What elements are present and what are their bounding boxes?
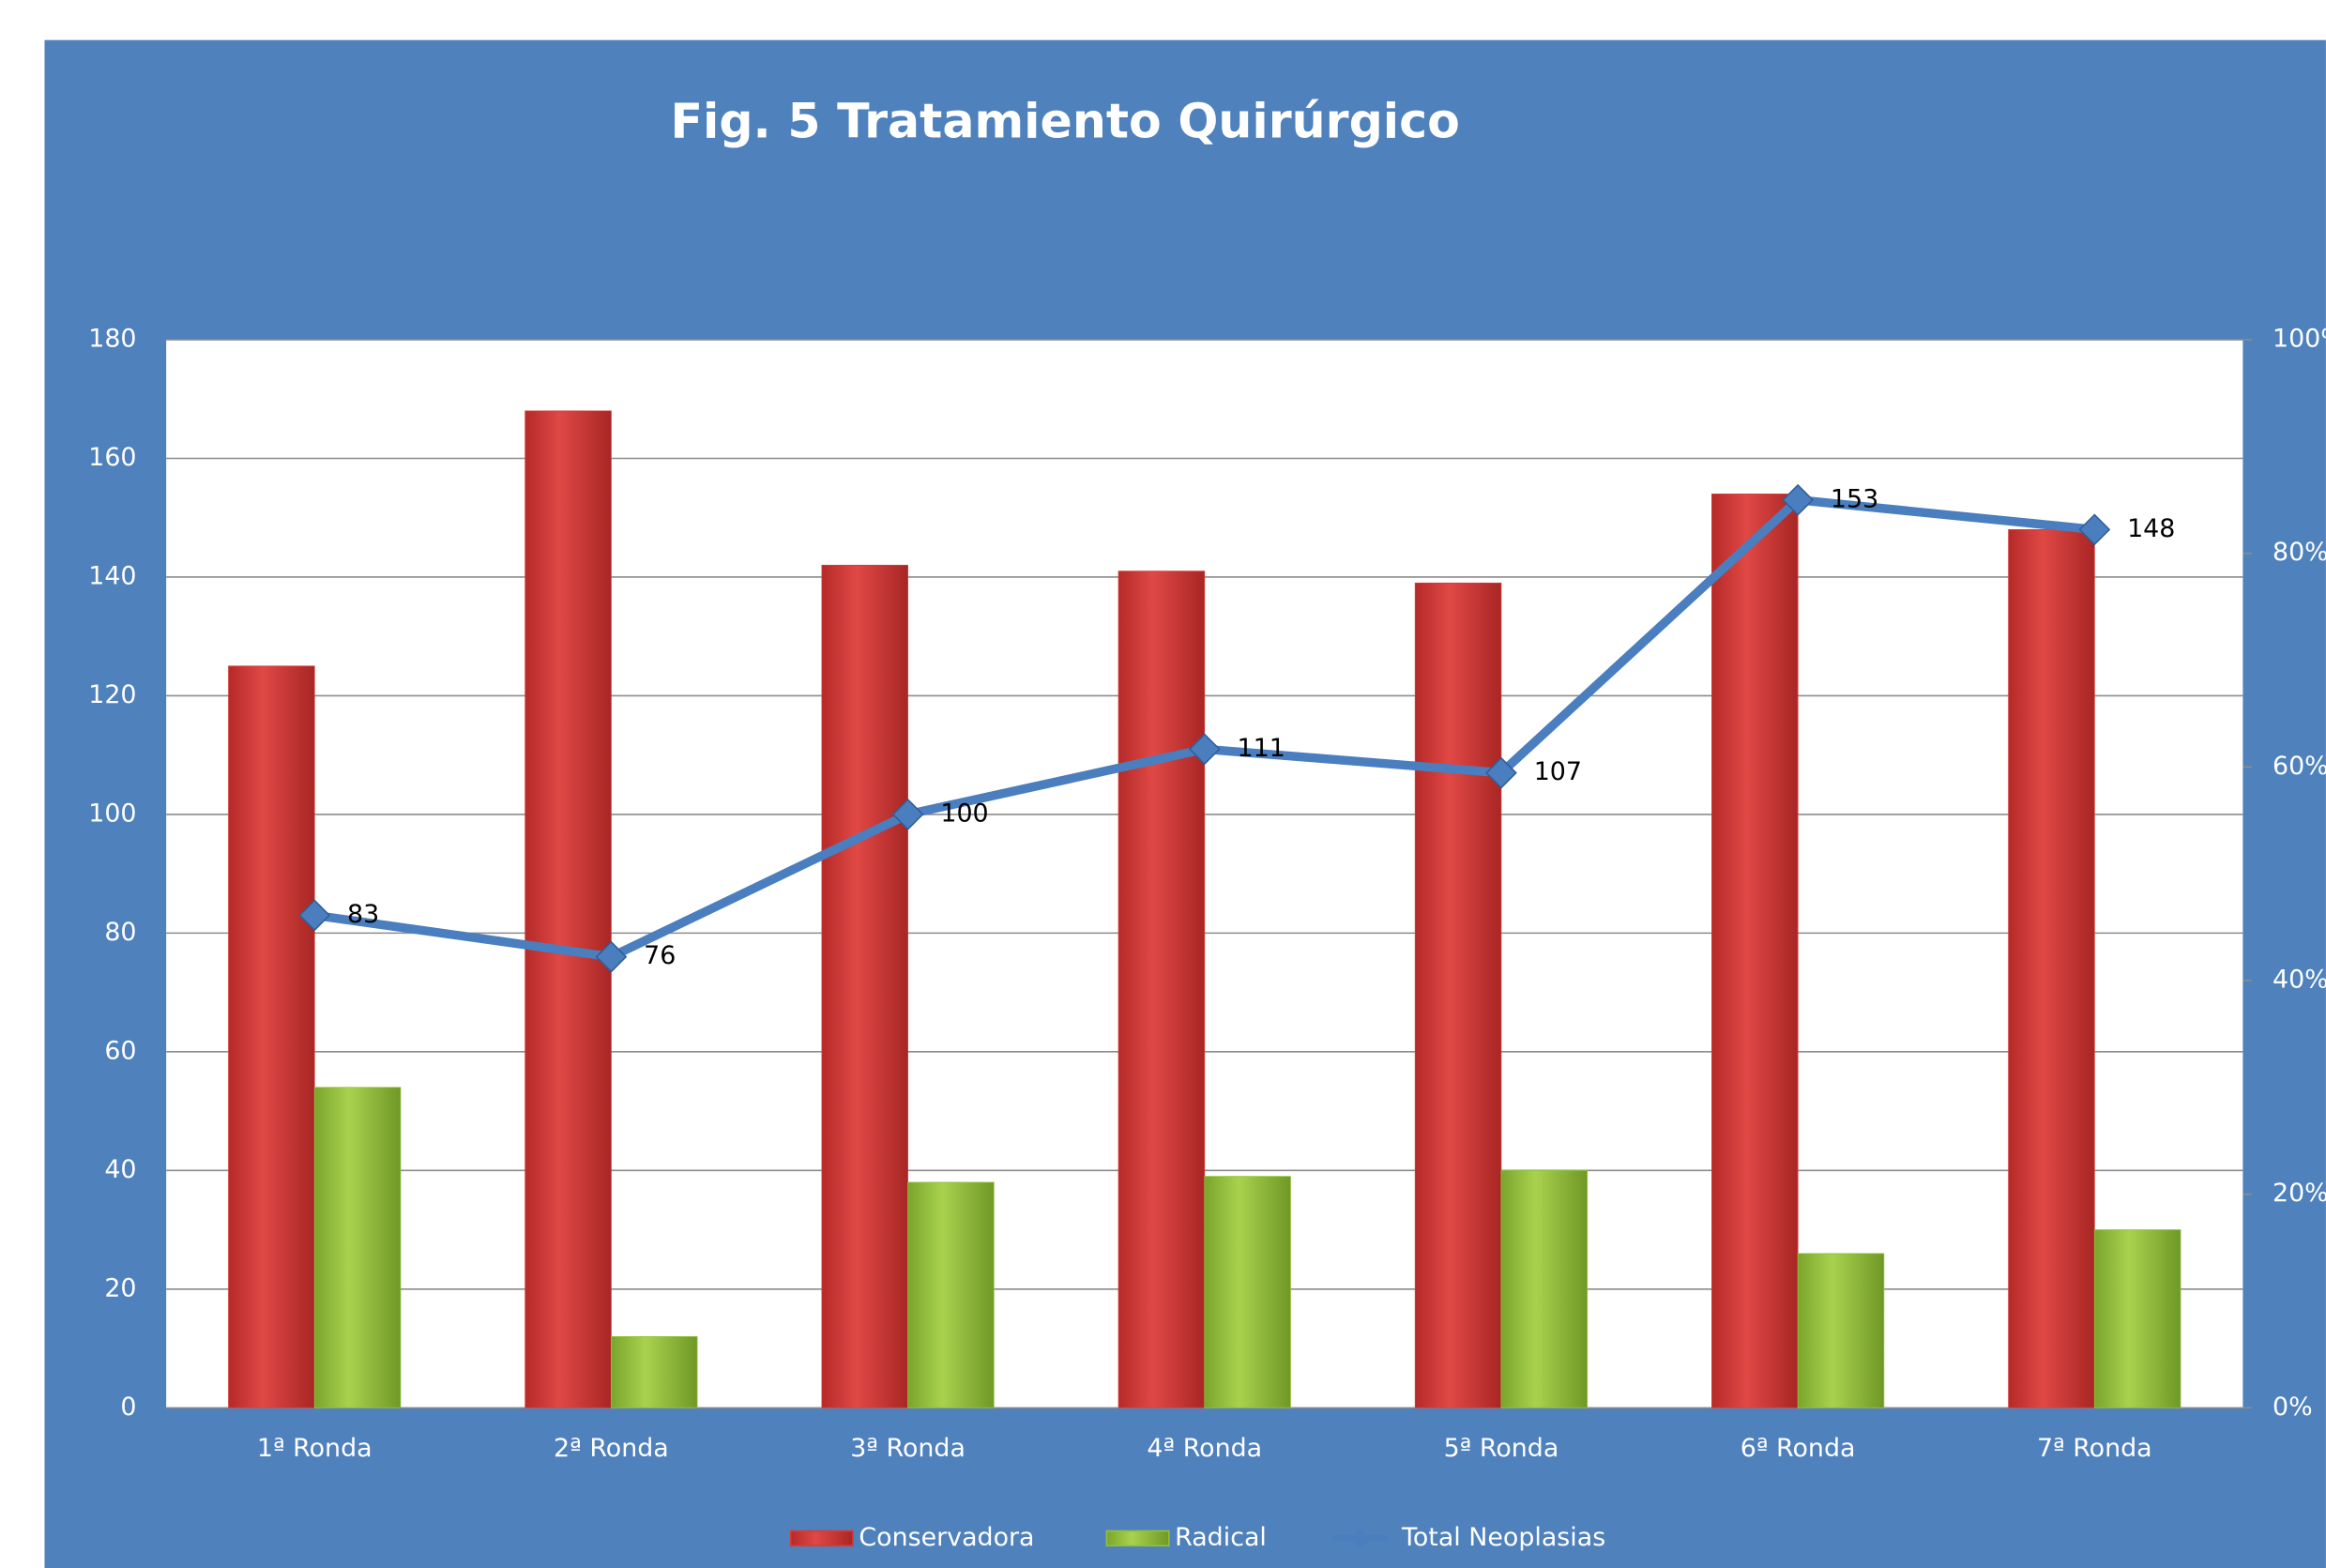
y-tick-label: 180: [88, 325, 136, 354]
line-marker: [1188, 733, 1221, 766]
x-tick-label: 3ª Ronda: [850, 1434, 965, 1463]
legend-label: Total Neoplasias: [1401, 1523, 1605, 1552]
x-tick-label: 5ª Ronda: [1444, 1434, 1559, 1463]
data-label: 148: [2127, 514, 2175, 543]
y2-tick-label: 60%: [2273, 752, 2326, 781]
bar: [2008, 528, 2095, 1408]
data-label: 153: [1831, 484, 1878, 513]
line-marker: [595, 940, 628, 973]
bar: [524, 410, 612, 1408]
chart-title: Fig. 5 Tratamiento Quirúrgico: [670, 93, 1459, 148]
line-marker: [298, 899, 331, 932]
y-tick-label: 0: [120, 1393, 136, 1422]
line-marker: [1485, 756, 1517, 789]
data-label: 100: [940, 799, 988, 828]
bar: [1414, 582, 1502, 1408]
y-tick-label: 40: [104, 1155, 136, 1184]
line-marker: [1782, 483, 1815, 516]
y2-tick-label: 80%: [2273, 538, 2326, 567]
bar: [907, 1181, 995, 1408]
y-tick-label: 100: [88, 799, 136, 828]
bar: [1500, 1169, 1589, 1408]
legend-swatch: [789, 1530, 854, 1547]
bar: [228, 665, 315, 1408]
legend-label: Radical: [1175, 1523, 1267, 1552]
x-tick-label: 1ª Ronda: [257, 1434, 372, 1463]
y2-tick-label: 20%: [2273, 1179, 2326, 1208]
y-tick-label: 20: [104, 1273, 136, 1302]
y-tick-label: 120: [88, 680, 136, 709]
legend-swatch: [1105, 1530, 1170, 1547]
data-label: 76: [644, 941, 676, 970]
bar: [1117, 571, 1206, 1408]
legend-label: Conservadora: [859, 1523, 1034, 1552]
y2-tick-label: 0%: [2273, 1393, 2313, 1422]
y-tick-label: 80: [104, 918, 136, 947]
bar: [611, 1335, 698, 1408]
bar: [821, 564, 908, 1408]
bar: [1711, 494, 1799, 1408]
y-tick-label: 140: [88, 561, 136, 590]
x-tick-label: 2ª Ronda: [554, 1434, 669, 1463]
y2-tick-label: 100%: [2273, 325, 2326, 354]
data-label: 83: [347, 900, 379, 929]
x-tick-label: 7ª Ronda: [2037, 1434, 2152, 1463]
bar: [2093, 1229, 2182, 1408]
x-tick-label: 6ª Ronda: [1741, 1434, 1856, 1463]
data-label: 107: [1534, 757, 1582, 786]
x-tick-label: 4ª Ronda: [1147, 1434, 1262, 1463]
line-marker: [2078, 513, 2111, 546]
y-tick-label: 160: [88, 443, 136, 472]
y2-tick-label: 40%: [2273, 965, 2326, 994]
line-marker: [891, 798, 924, 830]
bar: [1797, 1253, 1885, 1408]
y-tick-label: 60: [104, 1036, 136, 1065]
data-label: 111: [1238, 734, 1285, 763]
bar: [313, 1087, 402, 1408]
bar: [1204, 1176, 1291, 1408]
